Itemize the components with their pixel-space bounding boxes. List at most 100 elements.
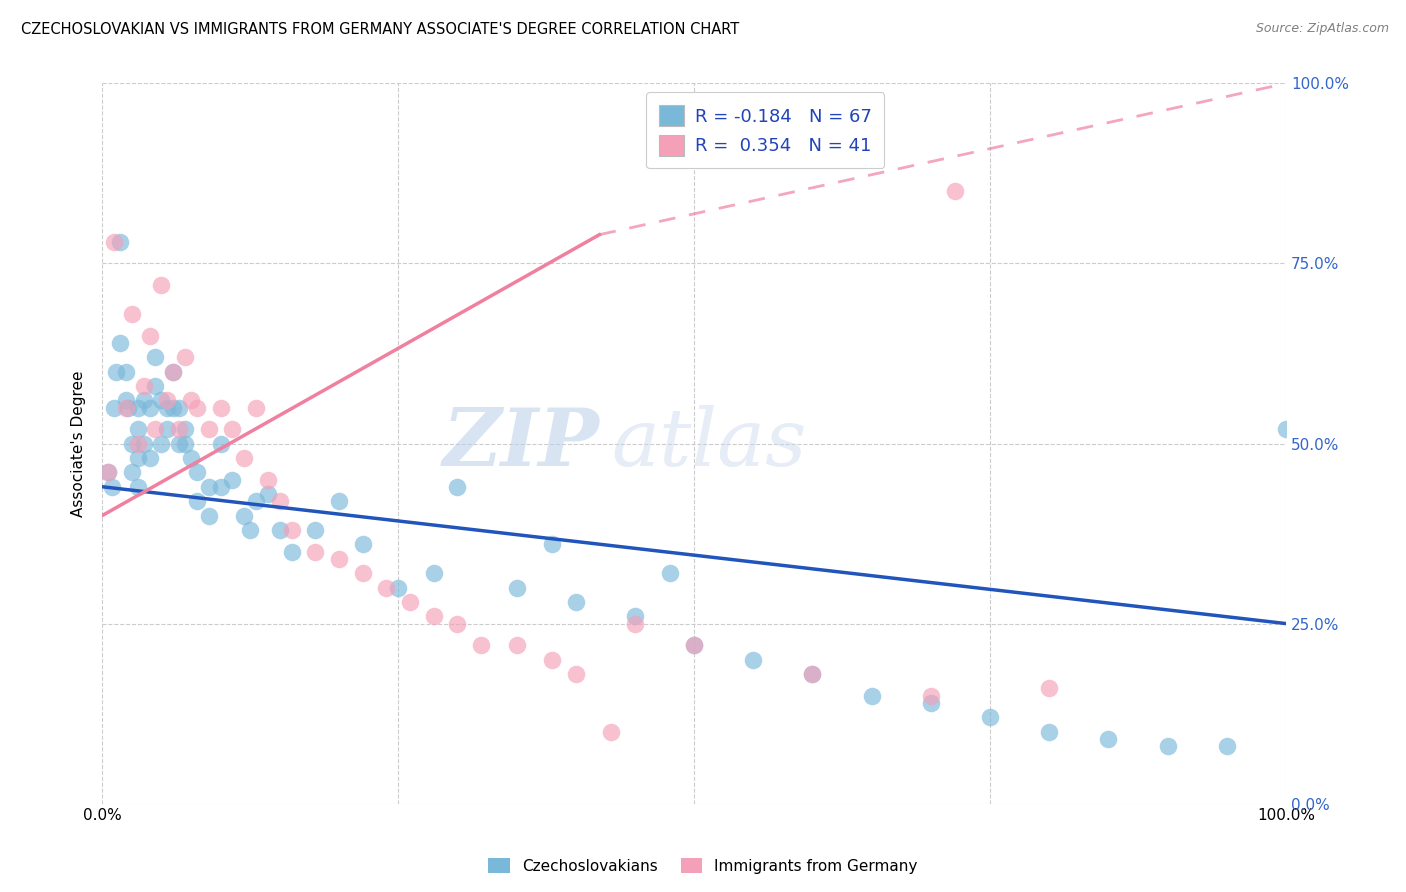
Point	[121, 436, 143, 450]
Point	[209, 401, 232, 415]
Point	[1156, 739, 1178, 753]
Point	[1216, 739, 1239, 753]
Point	[97, 466, 120, 480]
Point	[162, 364, 184, 378]
Point	[162, 401, 184, 415]
Point	[162, 364, 184, 378]
Point	[446, 480, 468, 494]
Point	[269, 523, 291, 537]
Text: Source: ZipAtlas.com: Source: ZipAtlas.com	[1256, 22, 1389, 36]
Legend: Czechoslovakians, Immigrants from Germany: Czechoslovakians, Immigrants from German…	[482, 852, 924, 880]
Point	[505, 638, 527, 652]
Point	[1038, 724, 1060, 739]
Point	[860, 689, 883, 703]
Point	[920, 689, 942, 703]
Point	[422, 566, 444, 581]
Point	[600, 724, 623, 739]
Point	[564, 595, 586, 609]
Point	[352, 566, 374, 581]
Point	[505, 581, 527, 595]
Point	[127, 450, 149, 465]
Text: CZECHOSLOVAKIAN VS IMMIGRANTS FROM GERMANY ASSOCIATE'S DEGREE CORRELATION CHART: CZECHOSLOVAKIAN VS IMMIGRANTS FROM GERMA…	[21, 22, 740, 37]
Point	[541, 652, 564, 666]
Point	[1275, 422, 1298, 436]
Point	[979, 710, 1001, 724]
Point	[245, 401, 267, 415]
Point	[132, 379, 155, 393]
Point	[742, 652, 765, 666]
Point	[105, 364, 128, 378]
Point	[209, 480, 232, 494]
Y-axis label: Associate's Degree: Associate's Degree	[72, 370, 86, 516]
Point	[221, 473, 243, 487]
Text: atlas: atlas	[612, 405, 807, 483]
Point	[103, 235, 125, 249]
Point	[387, 581, 409, 595]
Point	[446, 616, 468, 631]
Point	[920, 696, 942, 710]
Point	[138, 450, 160, 465]
Point	[156, 422, 179, 436]
Point	[304, 544, 326, 558]
Point	[121, 307, 143, 321]
Point	[127, 422, 149, 436]
Legend: R = -0.184   N = 67, R =  0.354   N = 41: R = -0.184 N = 67, R = 0.354 N = 41	[645, 93, 884, 169]
Point	[233, 450, 256, 465]
Point	[108, 335, 131, 350]
Point	[328, 551, 350, 566]
Point	[197, 508, 219, 523]
Point	[150, 278, 173, 293]
Point	[117, 401, 139, 415]
Point	[156, 393, 179, 408]
Point	[100, 480, 122, 494]
Point	[167, 401, 190, 415]
Point	[943, 185, 966, 199]
Point	[221, 422, 243, 436]
Point	[564, 667, 586, 681]
Point	[180, 393, 202, 408]
Point	[1097, 731, 1119, 746]
Point	[197, 480, 219, 494]
Point	[624, 616, 647, 631]
Point	[1038, 681, 1060, 696]
Point	[132, 393, 155, 408]
Point	[115, 364, 138, 378]
Point	[659, 566, 682, 581]
Point	[145, 422, 167, 436]
Point	[801, 667, 824, 681]
Point	[127, 480, 149, 494]
Point	[186, 401, 208, 415]
Point	[103, 401, 125, 415]
Point	[108, 235, 131, 249]
Point	[121, 466, 143, 480]
Point	[399, 595, 422, 609]
Point	[167, 436, 190, 450]
Point	[624, 609, 647, 624]
Point	[132, 436, 155, 450]
Point	[167, 422, 190, 436]
Point	[97, 466, 120, 480]
Point	[801, 667, 824, 681]
Point	[156, 401, 179, 415]
Point	[209, 436, 232, 450]
Point	[280, 523, 302, 537]
Point	[280, 544, 302, 558]
Point	[145, 379, 167, 393]
Point	[233, 508, 256, 523]
Point	[145, 350, 167, 364]
Point	[269, 494, 291, 508]
Point	[304, 523, 326, 537]
Point	[174, 422, 197, 436]
Point	[138, 328, 160, 343]
Point	[239, 523, 262, 537]
Point	[174, 436, 197, 450]
Point	[683, 638, 706, 652]
Point	[150, 436, 173, 450]
Point	[115, 393, 138, 408]
Point	[352, 537, 374, 551]
Point	[328, 494, 350, 508]
Point	[541, 537, 564, 551]
Point	[683, 638, 706, 652]
Point	[375, 581, 398, 595]
Point	[127, 401, 149, 415]
